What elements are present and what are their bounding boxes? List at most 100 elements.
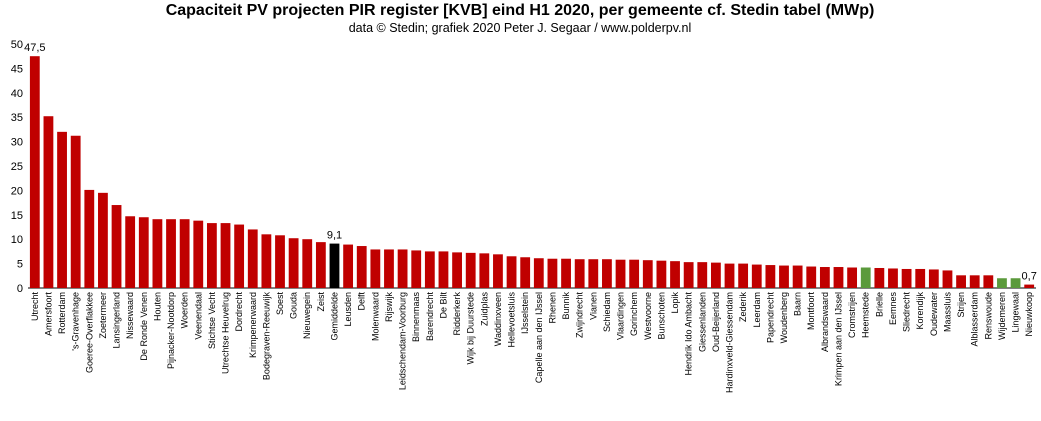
x-tick-label: Rotterdam [57, 292, 67, 334]
bar [765, 265, 776, 288]
bar [43, 116, 54, 288]
x-tick-label: Zederik [738, 292, 748, 323]
x-tick-label: Waddinxveen [493, 292, 503, 346]
x-tick-label: Binnenmaas [411, 292, 421, 343]
x-tick-label: Papendrecht [765, 292, 775, 344]
x-tick-label: Baarn [793, 292, 803, 316]
bar [738, 263, 749, 288]
x-tick-label: Stichtse Vecht [207, 292, 217, 350]
x-tick-label: Woudenberg [779, 292, 789, 343]
bar [956, 275, 966, 288]
bar [656, 260, 667, 288]
y-tick-label: 45 [11, 63, 23, 75]
x-tick-label: Zeist [316, 292, 326, 312]
bar [29, 56, 40, 289]
x-tick-label: Woerden [180, 292, 190, 328]
x-tick-label: Bunschoten [656, 292, 666, 340]
x-tick-label: Leusden [343, 292, 353, 327]
bar [806, 266, 817, 288]
bar [642, 260, 653, 288]
bar [874, 267, 885, 288]
x-tick-label: Bunnik [561, 292, 571, 320]
bar [275, 235, 285, 288]
x-tick-label: De Bilt [438, 292, 448, 319]
bar [833, 267, 844, 288]
x-tick-label: Capelle aan den IJssel [534, 292, 544, 383]
bar [724, 263, 735, 288]
bar [588, 259, 599, 288]
bar [888, 268, 898, 288]
x-tick-label: De Ronde Venen [139, 292, 149, 361]
x-tick-label: Lansingerland [112, 292, 122, 349]
x-tick-label: Schiedam [602, 292, 612, 332]
y-tick-label: 35 [11, 112, 23, 124]
x-tick-label: Cromstrijen [847, 292, 857, 338]
bar [166, 219, 176, 288]
x-tick-label: Goeree-Overflakkee [84, 292, 94, 373]
x-tick-label: Heemstede [861, 292, 871, 338]
y-tick-label: 25 [11, 161, 23, 173]
bar [384, 249, 394, 288]
bar [329, 243, 340, 288]
bar [220, 223, 231, 288]
y-tick-label: 5 [17, 259, 23, 271]
bar [234, 224, 245, 288]
x-tick-label: Lingewaal [1011, 292, 1021, 333]
bar [424, 251, 435, 288]
bar [125, 216, 136, 288]
y-tick-label: 20 [11, 185, 23, 197]
x-tick-label: Gouda [289, 292, 299, 319]
bar [397, 249, 408, 288]
x-tick-label: Molenwaard [370, 292, 380, 341]
x-tick-label: Barendrecht [425, 292, 435, 342]
bar [969, 275, 980, 288]
bar [779, 265, 789, 288]
bar [547, 258, 558, 288]
bar [98, 192, 108, 288]
bar [465, 252, 476, 288]
x-tick-label: Maassluis [942, 292, 952, 333]
bar [288, 238, 299, 288]
y-tick-label: 30 [11, 137, 23, 149]
bar [111, 205, 122, 288]
bar [138, 217, 149, 288]
y-tick-label: 15 [11, 210, 23, 222]
x-tick-label: Westvoorne [643, 292, 653, 340]
bar [179, 219, 190, 288]
bar [506, 256, 517, 288]
bar [452, 252, 462, 288]
x-tick-label: Nissewaard [125, 292, 135, 339]
x-tick-label: Wijk bij Duurstede [466, 292, 476, 365]
bar [315, 242, 326, 288]
bar [819, 267, 830, 288]
bar [915, 268, 926, 288]
x-tick-label: Wijdemeren [997, 292, 1007, 340]
bar [152, 219, 163, 288]
x-tick-label: Sliedrecht [902, 292, 912, 333]
x-tick-label: Leerdam [752, 292, 762, 328]
x-tick-label: Alblasserdam [970, 292, 980, 347]
bar [533, 258, 544, 288]
bar [193, 220, 204, 288]
x-tick-label: Hellevoetsluis [507, 292, 517, 348]
x-tick-label: Zwijndrecht [575, 292, 585, 339]
bar [302, 239, 313, 288]
x-tick-label: Eemnes [888, 292, 898, 326]
bar [84, 189, 95, 288]
chart-subtitle: data © Stedin; grafiek 2020 Peter J. Seg… [349, 21, 692, 35]
bar [206, 223, 217, 288]
x-tick-label: Nieuwkoop [1024, 292, 1034, 337]
bar [343, 244, 354, 288]
x-tick-label: Utrecht [30, 292, 40, 322]
x-tick-label: Delft [357, 292, 367, 311]
x-tick-label: Soest [275, 292, 285, 316]
bar [928, 269, 939, 288]
x-tick-label: Strijen [956, 292, 966, 318]
x-tick-label: Hendrik Ido Ambacht [684, 292, 694, 376]
bar [629, 259, 640, 288]
bar [997, 278, 1007, 288]
bar [561, 258, 571, 288]
bar [411, 250, 422, 288]
x-tick-label: Lopik [670, 292, 680, 314]
